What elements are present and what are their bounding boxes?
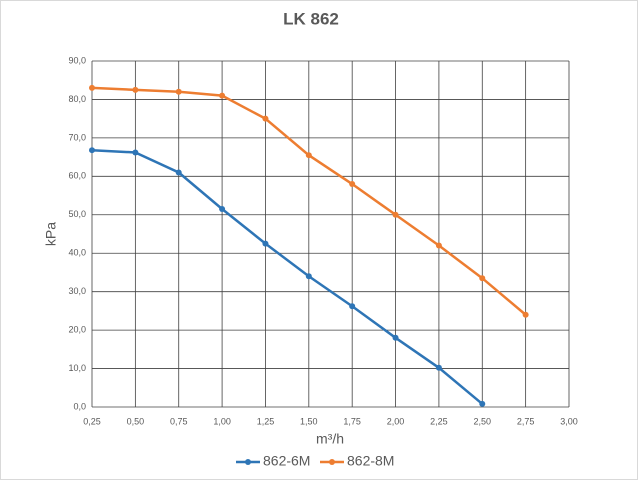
x-tick-label: 2,75 <box>517 416 535 426</box>
data-point <box>132 86 139 93</box>
data-point <box>219 92 226 99</box>
data-point <box>349 303 356 310</box>
data-point <box>305 273 312 280</box>
x-axis-label: m³/h <box>316 431 344 447</box>
y-tick-label: 70,0 <box>68 132 86 142</box>
data-point <box>262 240 269 247</box>
x-tick-label: 0,25 <box>83 416 101 426</box>
x-tick-label: 2,50 <box>474 416 492 426</box>
data-point <box>392 334 399 341</box>
y-tick-label: 30,0 <box>68 286 86 296</box>
data-point <box>132 149 139 156</box>
data-point <box>479 400 486 407</box>
data-point <box>89 84 95 91</box>
x-tick-label: 1,00 <box>213 416 231 426</box>
legend-marker <box>329 459 335 465</box>
x-tick-label: 3,00 <box>560 416 578 426</box>
legend-label: 862-8M <box>347 453 394 469</box>
data-point <box>262 115 269 122</box>
x-tick-label: 2,25 <box>430 416 448 426</box>
y-axis-label: kPa <box>43 222 59 246</box>
legend-label: 862-6M <box>263 453 310 469</box>
data-point <box>479 275 486 282</box>
chart-title: LK 862 <box>283 9 339 28</box>
data-point <box>219 206 226 213</box>
x-tick-label: 1,75 <box>343 416 361 426</box>
y-tick-label: 0,0 <box>73 401 86 411</box>
data-point <box>349 181 356 188</box>
y-tick-label: 60,0 <box>68 171 86 181</box>
y-tick-label: 50,0 <box>68 209 86 219</box>
data-point <box>175 88 182 95</box>
y-tick-label: 80,0 <box>68 94 86 104</box>
data-point <box>435 364 442 371</box>
y-tick-label: 10,0 <box>68 363 86 373</box>
data-point <box>392 211 399 218</box>
data-point <box>435 242 442 249</box>
y-tick-label: 90,0 <box>68 55 86 65</box>
data-point <box>522 311 529 318</box>
legend-marker <box>245 459 251 465</box>
x-tick-label: 2,00 <box>387 416 405 426</box>
y-tick-label: 40,0 <box>68 248 86 258</box>
data-point <box>175 169 182 176</box>
data-point <box>305 152 312 159</box>
x-tick-label: 0,75 <box>170 416 188 426</box>
x-tick-label: 0,50 <box>127 416 145 426</box>
y-tick-label: 20,0 <box>68 324 86 334</box>
data-point <box>89 147 95 154</box>
series-line <box>91 148 484 405</box>
x-tick-label: 1,25 <box>257 416 275 426</box>
x-tick-label: 1,50 <box>300 416 318 426</box>
